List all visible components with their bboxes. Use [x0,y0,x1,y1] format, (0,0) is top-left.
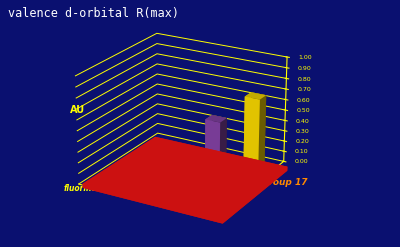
Text: valence d-orbital R(max): valence d-orbital R(max) [8,7,179,21]
